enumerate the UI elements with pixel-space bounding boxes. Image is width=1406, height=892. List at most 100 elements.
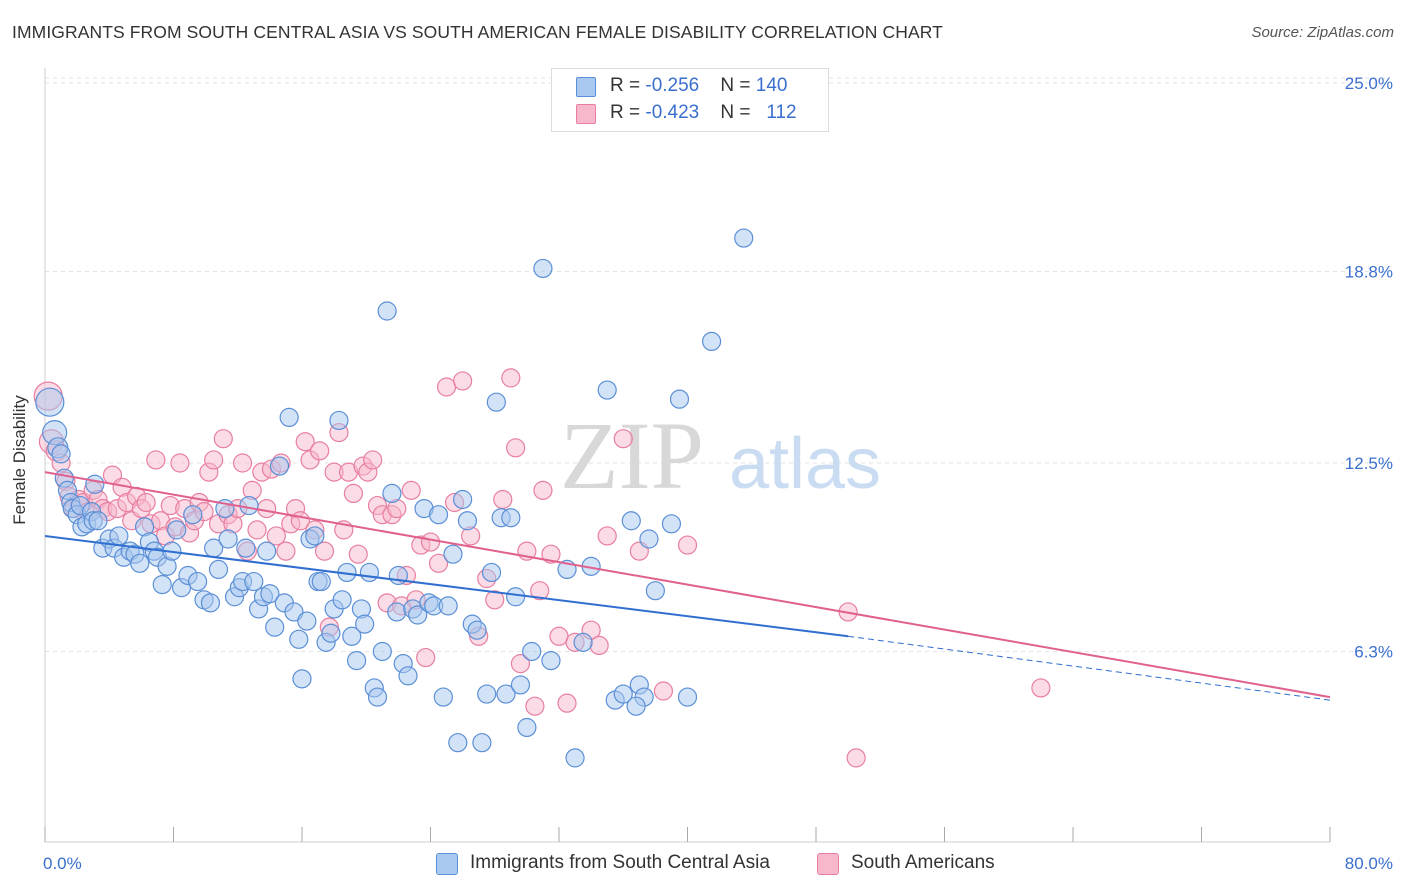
legend-swatch-blue — [576, 77, 596, 97]
data-point-south-americans — [530, 581, 550, 601]
data-point-south-central-asia — [236, 538, 256, 558]
data-point-south-central-asia — [342, 626, 362, 646]
legend-r-value: -0.256 — [645, 75, 700, 96]
data-point-south-central-asia — [297, 611, 317, 631]
data-point-south-central-asia — [398, 666, 418, 686]
data-point-south-americans — [453, 371, 473, 391]
data-point-south-central-asia — [501, 508, 521, 528]
trend-lines — [44, 471, 1331, 701]
data-point-south-central-asia — [387, 602, 407, 622]
data-point-south-central-asia — [639, 529, 659, 549]
data-point-south-central-asia — [329, 410, 349, 431]
legend-n-value: 112 — [766, 102, 797, 123]
data-point-south-central-asia — [218, 529, 238, 549]
data-point-south-central-asia — [573, 632, 593, 652]
data-point-south-central-asia — [677, 687, 698, 707]
data-point-south-americans — [136, 492, 156, 513]
data-point-south-americans — [557, 693, 577, 713]
data-point-south-central-asia — [239, 495, 259, 516]
data-point-south-central-asia — [541, 650, 561, 671]
data-point-south-central-asia — [645, 581, 665, 601]
data-point-south-central-asia — [289, 629, 309, 649]
trend-line-south-central-asia — [44, 534, 849, 638]
legend-r-value: -0.423 — [645, 102, 700, 123]
data-point-south-americans — [1031, 678, 1051, 698]
data-point-south-central-asia — [167, 520, 187, 540]
data-point-south-central-asia — [355, 614, 375, 634]
data-point-south-central-asia — [517, 717, 537, 738]
y-tick-label: 6.3% — [1354, 642, 1393, 661]
data-point-south-central-asia — [448, 733, 468, 753]
data-point-south-americans — [257, 499, 277, 519]
correlation-legend: R = -0.256 N = 140 R = -0.423 N = 112 — [551, 68, 829, 132]
legend-label: South Americans — [851, 852, 995, 873]
data-point-south-central-asia — [565, 748, 585, 768]
x-tick-labels: 0.0% 80.0% — [43, 854, 1393, 873]
data-point-south-americans — [314, 541, 335, 561]
data-point-south-central-asia — [597, 380, 617, 400]
data-point-south-americans — [613, 429, 633, 449]
source-label: Source: ZipAtlas.com — [1251, 24, 1394, 41]
data-point-south-americans — [276, 541, 296, 561]
data-point-south-central-asia — [269, 456, 290, 476]
data-point-south-central-asia — [506, 587, 526, 607]
data-point-south-americans — [247, 520, 267, 540]
data-point-south-central-asia — [433, 687, 453, 707]
data-point-south-americans — [677, 535, 698, 555]
data-point-south-central-asia — [453, 489, 473, 510]
legend-label: Immigrants from South Central Asia — [470, 852, 770, 873]
series-legend: Immigrants from South Central Asia South… — [0, 851, 1406, 879]
legend-swatch-pink — [576, 104, 596, 124]
watermark-atlas: atlas — [729, 424, 881, 504]
data-point-south-americans — [428, 553, 449, 573]
data-point-south-central-asia — [481, 562, 502, 583]
data-point-south-central-asia — [200, 593, 221, 613]
series-south-central-asia — [35, 228, 754, 768]
data-point-south-central-asia — [260, 584, 280, 604]
data-point-south-americans — [597, 526, 617, 546]
watermark-zip: ZIP — [560, 402, 704, 509]
data-point-south-americans — [295, 432, 315, 452]
legend-swatch-blue — [436, 853, 458, 875]
data-point-south-central-asia — [613, 684, 633, 704]
data-point-south-central-asia — [486, 392, 506, 412]
data-point-south-central-asia — [359, 562, 380, 583]
data-point-south-americans — [485, 590, 505, 610]
data-point-south-americans — [846, 748, 866, 768]
data-point-south-americans — [549, 626, 569, 646]
data-point-south-central-asia — [510, 675, 531, 695]
data-point-south-americans — [363, 450, 383, 470]
data-point-south-americans — [401, 480, 421, 500]
trend-line-south-americans — [44, 471, 1331, 699]
y-tick-labels: 6.3% 12.5% 18.8% 25.0% — [1345, 74, 1393, 661]
data-point-south-central-asia — [443, 544, 463, 564]
data-point-south-central-asia — [669, 389, 690, 409]
data-point-south-central-asia — [367, 687, 388, 707]
data-point-south-central-asia — [734, 228, 754, 248]
data-point-south-central-asia — [311, 571, 331, 592]
data-point-south-central-asia — [467, 620, 487, 640]
data-point-south-central-asia — [347, 650, 367, 671]
data-point-south-central-asia — [382, 483, 402, 503]
data-point-south-central-asia — [208, 559, 229, 580]
data-point-south-central-asia — [626, 696, 646, 716]
data-point-south-central-asia — [377, 301, 397, 321]
x-tick-label-max: 80.0% — [1345, 854, 1393, 873]
data-point-south-americans — [533, 480, 553, 500]
data-point-south-central-asia — [51, 444, 71, 464]
y-tick-label: 12.5% — [1345, 454, 1393, 473]
axes — [44, 68, 1331, 843]
legend-n-label: N = — [720, 75, 756, 96]
data-point-south-central-asia — [109, 526, 129, 546]
chart-title: IMMIGRANTS FROM SOUTH CENTRAL ASIA VS SO… — [12, 22, 943, 42]
data-point-south-americans — [204, 450, 224, 470]
data-point-south-americans — [436, 377, 457, 397]
data-point-south-americans — [213, 429, 233, 449]
data-point-south-central-asia — [477, 684, 497, 704]
data-point-south-americans — [541, 544, 561, 564]
data-point-south-central-asia — [244, 571, 264, 592]
trend-line-extension-south-central-asia — [848, 635, 1331, 701]
legend-r-label: R = — [610, 102, 646, 123]
data-point-south-central-asia — [152, 574, 172, 595]
